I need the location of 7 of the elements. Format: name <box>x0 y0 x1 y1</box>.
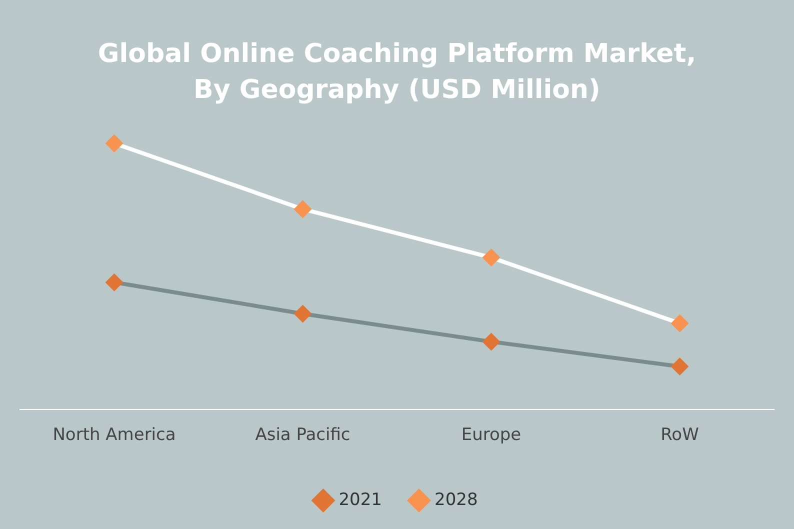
x-tick-label: Asia Pacific <box>255 425 350 446</box>
legend-label: 2028 <box>434 490 478 510</box>
legend-label: 2021 <box>338 490 382 510</box>
chart-title: Global Online Coaching Platform Market, By Geography (USD Million) <box>96 38 698 107</box>
x-tick-label: RoW <box>660 425 700 446</box>
x-tick-label: Europe <box>461 425 522 446</box>
x-tick-label: North America <box>52 425 176 446</box>
